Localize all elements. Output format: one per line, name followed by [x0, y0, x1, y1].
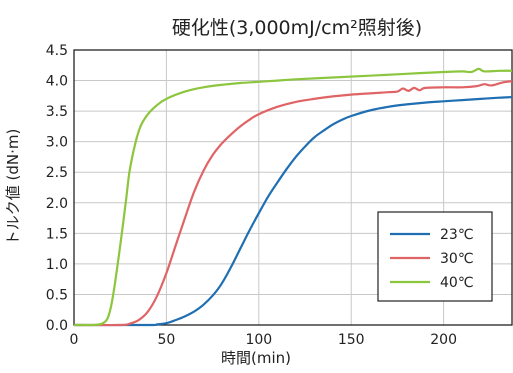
- y-tick-label: 4.0: [46, 74, 68, 90]
- x-tick-label: 150: [338, 332, 365, 348]
- y-tick-label: 1.5: [46, 226, 68, 242]
- x-tick-label: 50: [157, 332, 175, 348]
- legend: 23℃ 30℃ 40℃: [377, 211, 493, 302]
- legend-label: 30℃: [440, 251, 474, 267]
- y-tick-label: 3.0: [46, 135, 68, 151]
- y-tick-label: 3.5: [46, 104, 68, 120]
- y-tick-label: 0.5: [46, 287, 68, 303]
- series-lines: [73, 67, 513, 327]
- legend-label: 40℃: [440, 275, 474, 291]
- legend-box: [377, 211, 493, 302]
- y-tick-label: 2.0: [46, 196, 68, 212]
- tick-labels: 0.0 0.5 1.0 1.5 2.0 2.5 3.0 3.5 4.0 4.5 0 50 100 150 2…: [46, 43, 457, 348]
- x-tick-label: 100: [245, 332, 272, 348]
- series-line-30℃: [73, 80, 513, 327]
- y-axis-title: トルク値 (dN·m): [4, 129, 22, 246]
- grid-lines: [74, 50, 512, 325]
- series-line-23℃: [73, 96, 513, 327]
- series-line-40℃: [73, 67, 513, 327]
- x-tick-label: 200: [430, 332, 457, 348]
- legend-label: 23℃: [440, 227, 474, 243]
- y-tick-label: 2.5: [46, 165, 68, 181]
- plot-frame: [73, 49, 513, 326]
- chart-title: 硬化性(3,000mJ/cm²照射後): [172, 17, 422, 39]
- x-tick-label: 0: [70, 332, 79, 348]
- y-tick-label: 0.0: [46, 318, 68, 334]
- x-axis-title: 時間(min): [221, 349, 291, 367]
- y-tick-label: 4.5: [46, 43, 68, 59]
- y-tick-label: 1.0: [46, 257, 68, 273]
